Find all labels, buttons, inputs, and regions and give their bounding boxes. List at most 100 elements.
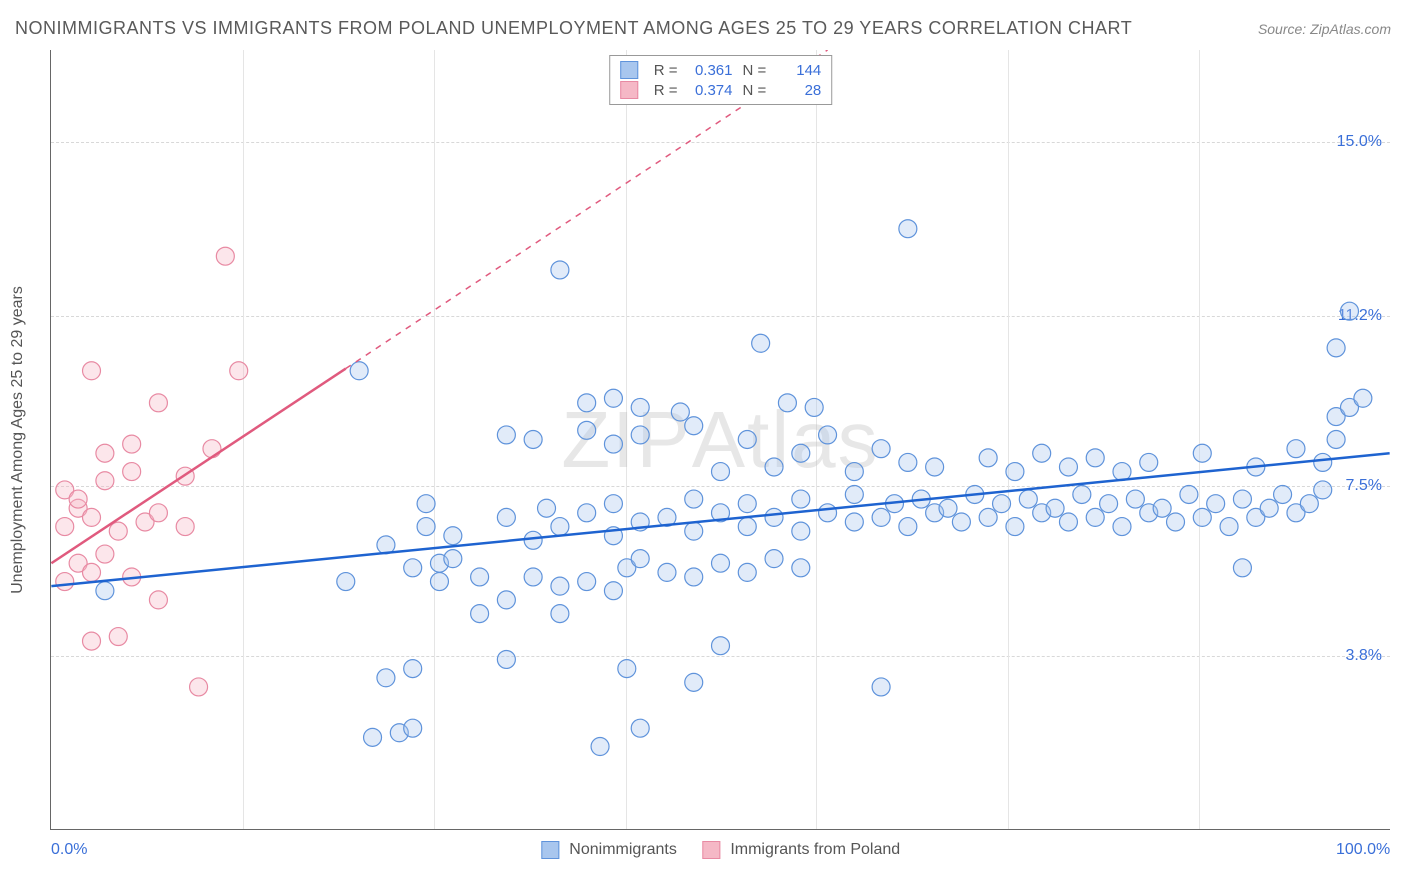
data-point	[1193, 444, 1211, 462]
data-point	[404, 559, 422, 577]
data-point	[578, 421, 596, 439]
data-point	[738, 518, 756, 536]
data-point	[845, 463, 863, 481]
x-legend-item-immigrants: Immigrants from Poland	[702, 841, 900, 859]
data-point	[1046, 499, 1064, 517]
data-point	[1300, 495, 1318, 513]
data-point	[685, 417, 703, 435]
data-point	[1153, 499, 1171, 517]
data-point	[604, 435, 622, 453]
data-point	[899, 453, 917, 471]
data-point	[1233, 490, 1251, 508]
data-point	[1006, 518, 1024, 536]
data-point	[1314, 453, 1332, 471]
data-point	[993, 495, 1011, 513]
y-axis-title: Unemployment Among Ages 25 to 29 years	[9, 286, 27, 594]
data-point	[83, 632, 101, 650]
data-point	[337, 573, 355, 591]
data-point	[69, 490, 87, 508]
data-point	[1059, 513, 1077, 531]
data-point	[417, 518, 435, 536]
data-point	[1233, 559, 1251, 577]
data-point	[819, 504, 837, 522]
data-point	[765, 458, 783, 476]
data-point	[685, 568, 703, 586]
data-point	[631, 398, 649, 416]
legend-swatch-pink	[620, 81, 638, 99]
data-point	[96, 582, 114, 600]
legend-swatch-blue	[620, 61, 638, 79]
data-point	[604, 582, 622, 600]
data-point	[524, 568, 542, 586]
data-point	[631, 550, 649, 568]
data-point	[1059, 458, 1077, 476]
data-point	[109, 628, 127, 646]
data-point	[149, 591, 167, 609]
data-point	[792, 490, 810, 508]
data-point	[497, 426, 515, 444]
legend-row-immigrants: R = 0.374 N = 28	[620, 80, 822, 100]
data-point	[604, 389, 622, 407]
data-point	[83, 563, 101, 581]
data-point	[1207, 495, 1225, 513]
data-point	[538, 499, 556, 517]
legend-r-label: R =	[654, 82, 678, 99]
data-point	[578, 573, 596, 591]
data-point	[819, 426, 837, 444]
x-legend-item-nonimmigrants: Nonimmigrants	[541, 841, 677, 859]
data-point	[56, 573, 74, 591]
data-point	[497, 650, 515, 668]
legend-r-value-1: 0.374	[688, 82, 733, 99]
data-point	[845, 485, 863, 503]
data-point	[618, 660, 636, 678]
data-point	[1354, 389, 1372, 407]
legend-row-nonimmigrants: R = 0.361 N = 144	[620, 60, 822, 80]
data-point	[712, 554, 730, 572]
data-point	[1260, 499, 1278, 517]
legend-n-label: N =	[743, 82, 767, 99]
data-point	[430, 573, 448, 591]
data-point	[96, 472, 114, 490]
x-legend-label-0: Nonimmigrants	[569, 841, 677, 858]
legend-n-value-0: 144	[776, 62, 821, 79]
data-point	[497, 591, 515, 609]
data-point	[765, 550, 783, 568]
trend-line	[51, 369, 345, 564]
data-point	[631, 426, 649, 444]
data-point	[1140, 453, 1158, 471]
data-point	[939, 499, 957, 517]
data-point	[872, 508, 890, 526]
x-tick-label: 0.0%	[51, 841, 87, 859]
data-point	[738, 495, 756, 513]
data-point	[444, 527, 462, 545]
data-point	[952, 513, 970, 531]
data-point	[591, 738, 609, 756]
plot-area: ZIPAtlas R = 0.361 N = 144 R = 0.374 N =…	[50, 50, 1390, 830]
data-point	[1327, 431, 1345, 449]
data-point	[752, 334, 770, 352]
data-point	[738, 563, 756, 581]
data-point	[471, 605, 489, 623]
data-point	[685, 522, 703, 540]
data-point	[190, 678, 208, 696]
data-point	[899, 518, 917, 536]
data-point	[109, 522, 127, 540]
data-point	[1341, 302, 1359, 320]
data-point	[551, 577, 569, 595]
data-point	[216, 247, 234, 265]
data-point	[96, 545, 114, 563]
data-point	[685, 490, 703, 508]
data-point	[1006, 463, 1024, 481]
data-point	[524, 531, 542, 549]
data-point	[149, 394, 167, 412]
data-point	[845, 513, 863, 531]
data-point	[872, 678, 890, 696]
x-tick-label: 100.0%	[1336, 841, 1390, 859]
data-point	[1220, 518, 1238, 536]
data-point	[377, 669, 395, 687]
data-point	[1180, 485, 1198, 503]
data-point	[671, 403, 689, 421]
data-point	[364, 728, 382, 746]
data-point	[350, 362, 368, 380]
data-point	[176, 518, 194, 536]
